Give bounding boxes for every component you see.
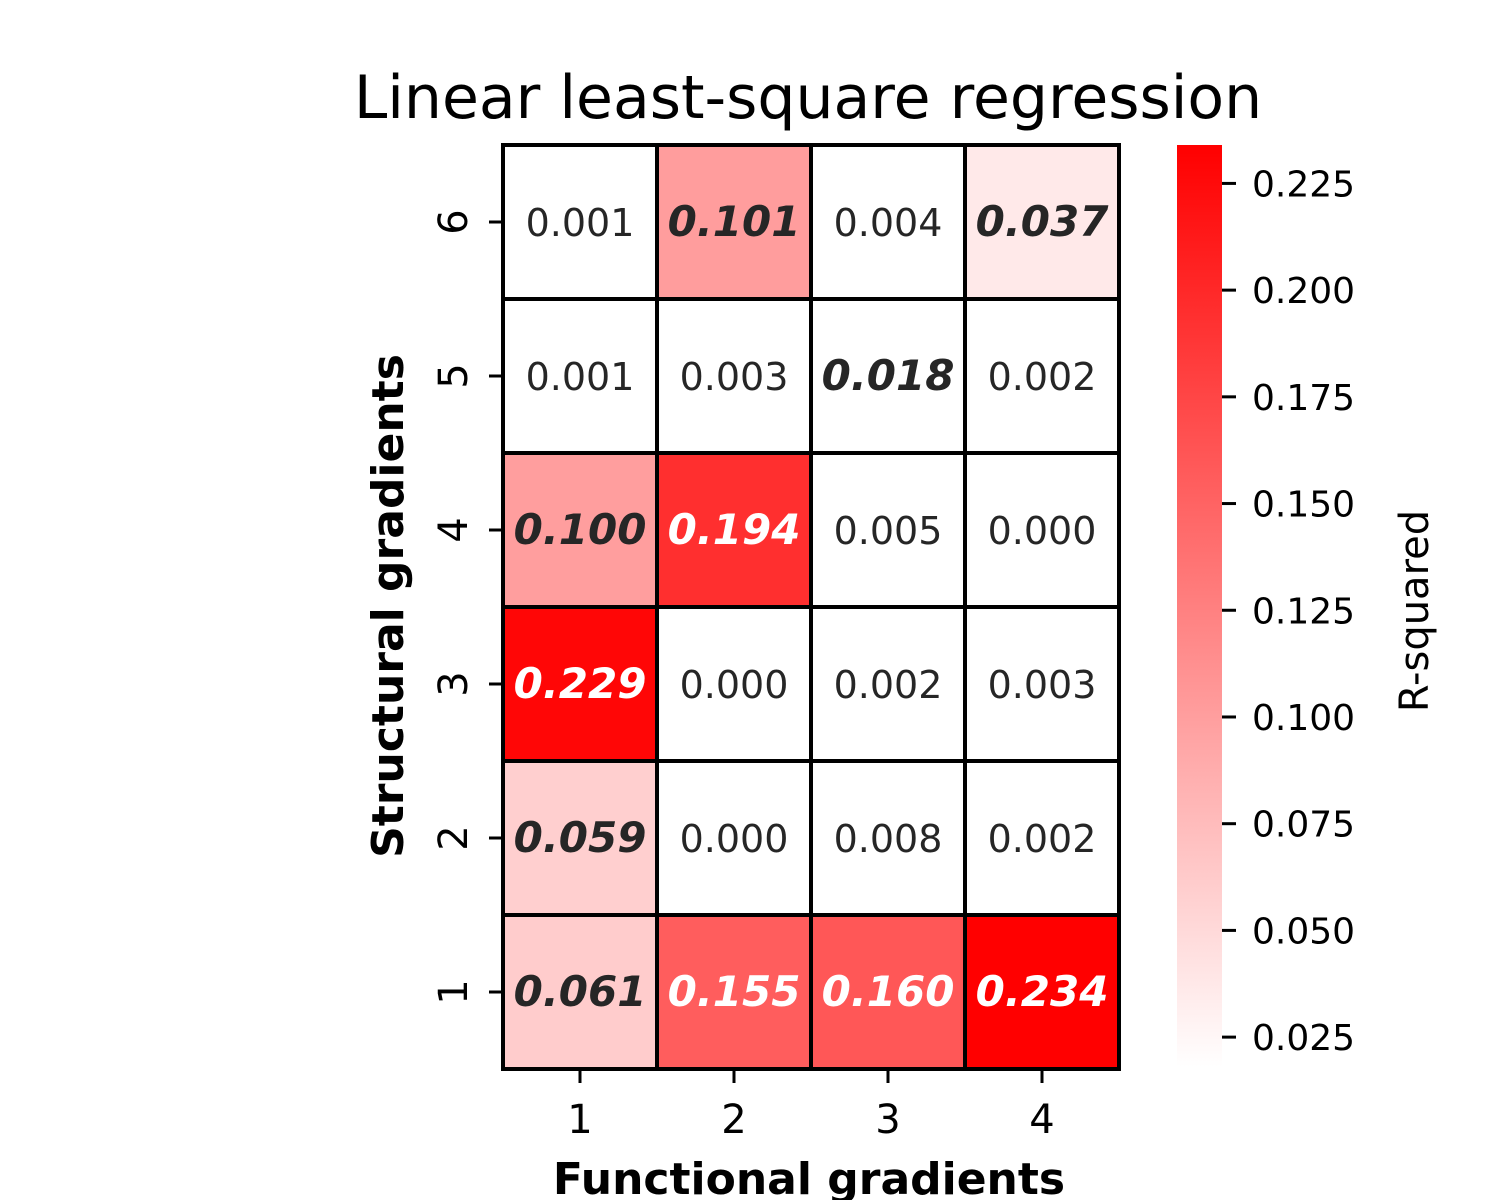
heatmap-cell: [655, 297, 813, 455]
colorbar-tick-label: 0.225: [1252, 164, 1355, 205]
colorbar-tick-label: 0.100: [1252, 698, 1355, 739]
cell-value-label: 0.001: [526, 201, 635, 245]
y-axis-label: Structural gradients: [363, 354, 414, 858]
y-tick-label: 3: [431, 671, 477, 696]
heatmap-cell: [963, 759, 1121, 917]
heatmap-cell: [809, 759, 967, 917]
colorbar-label: R-squared: [1392, 510, 1438, 712]
y-tick-label: 4: [431, 517, 477, 542]
x-tick-label: 1: [567, 1097, 592, 1143]
colorbar-tick-label: 0.175: [1252, 378, 1355, 419]
heatmap-cell: [655, 759, 813, 917]
x-tick-label: 2: [721, 1097, 746, 1143]
colorbar-tick-label: 0.125: [1252, 591, 1355, 632]
cell-value-label: 0.155: [668, 967, 801, 1016]
heatmap-cell: [963, 143, 1121, 301]
heatmap-cell: [655, 143, 813, 301]
x-tick-label: 3: [875, 1097, 900, 1143]
heatmap-cells: [501, 143, 1121, 1071]
y-tick-label: 1: [431, 979, 477, 1004]
cell-value-label: 0.008: [834, 817, 943, 861]
cell-value-label: 0.234: [976, 967, 1109, 1016]
colorbar-tick-label: 0.200: [1252, 271, 1355, 312]
heatmap-cell: [809, 913, 967, 1071]
cell-value-label: 0.037: [976, 197, 1110, 246]
cell-value-label: 0.100: [514, 505, 647, 554]
colorbar-ticks: 0.025 0.050 0.075 0.100 0.125 0.150 0.175 0.200…: [1222, 164, 1355, 1059]
colorbar-tick-label: 0.025: [1252, 1018, 1355, 1059]
colorbar-tick-label: 0.150: [1252, 485, 1355, 526]
colorbar: [1177, 145, 1222, 1067]
cell-value-label: 0.004: [834, 201, 943, 245]
cell-value-label: 0.194: [668, 505, 801, 554]
cell-value-label: 0.005: [834, 509, 943, 553]
y-tick-label: 2: [431, 825, 477, 850]
x-axis: 1 2 3 4: [567, 1069, 1055, 1143]
cell-value-label: 0.002: [988, 817, 1097, 861]
cell-value-label: 0.002: [988, 355, 1097, 399]
cell-value-label: 0.002: [834, 663, 943, 707]
cell-value-label: 0.018: [822, 351, 955, 400]
x-axis-label: Functional gradients: [553, 1154, 1065, 1200]
heatmap-cell: [963, 451, 1121, 609]
cell-value-label: 0.000: [680, 663, 789, 707]
cell-value-label: 0.000: [988, 509, 1097, 553]
heatmap-cell: [655, 913, 813, 1071]
cell-value-label: 0.101: [668, 197, 801, 246]
cell-value-label: 0.059: [514, 813, 647, 862]
x-tick-label: 4: [1029, 1097, 1054, 1143]
cell-value-label: 0.001: [526, 355, 635, 399]
heatmap-cell: [501, 913, 659, 1071]
cell-value-label: 0.003: [680, 355, 789, 399]
cell-value-label: 0.061: [514, 967, 647, 1016]
heatmap-cell: [963, 297, 1121, 455]
cell-value-label: 0.229: [514, 659, 647, 708]
heatmap-cell: [963, 605, 1121, 763]
heatmap-cell-labels: 0.001 0.101 0.004 0.037 0.001 0.003 0.018 0.002…: [514, 197, 1110, 1016]
colorbar-tick-label: 0.050: [1252, 911, 1355, 952]
cell-value-label: 0.003: [988, 663, 1097, 707]
heatmap-cell: [655, 605, 813, 763]
y-tick-label: 5: [431, 363, 477, 388]
cell-value-label: 0.160: [822, 967, 955, 1016]
y-axis: 6 5 4 3 2 1: [431, 209, 503, 1005]
y-tick-label: 6: [431, 209, 477, 234]
cell-value-label: 0.000: [680, 817, 789, 861]
heatmap-cell: [655, 451, 813, 609]
colorbar-tick-label: 0.075: [1252, 805, 1355, 846]
heatmap-cell: [963, 913, 1121, 1071]
chart-title: Linear least-square regression: [354, 63, 1262, 133]
